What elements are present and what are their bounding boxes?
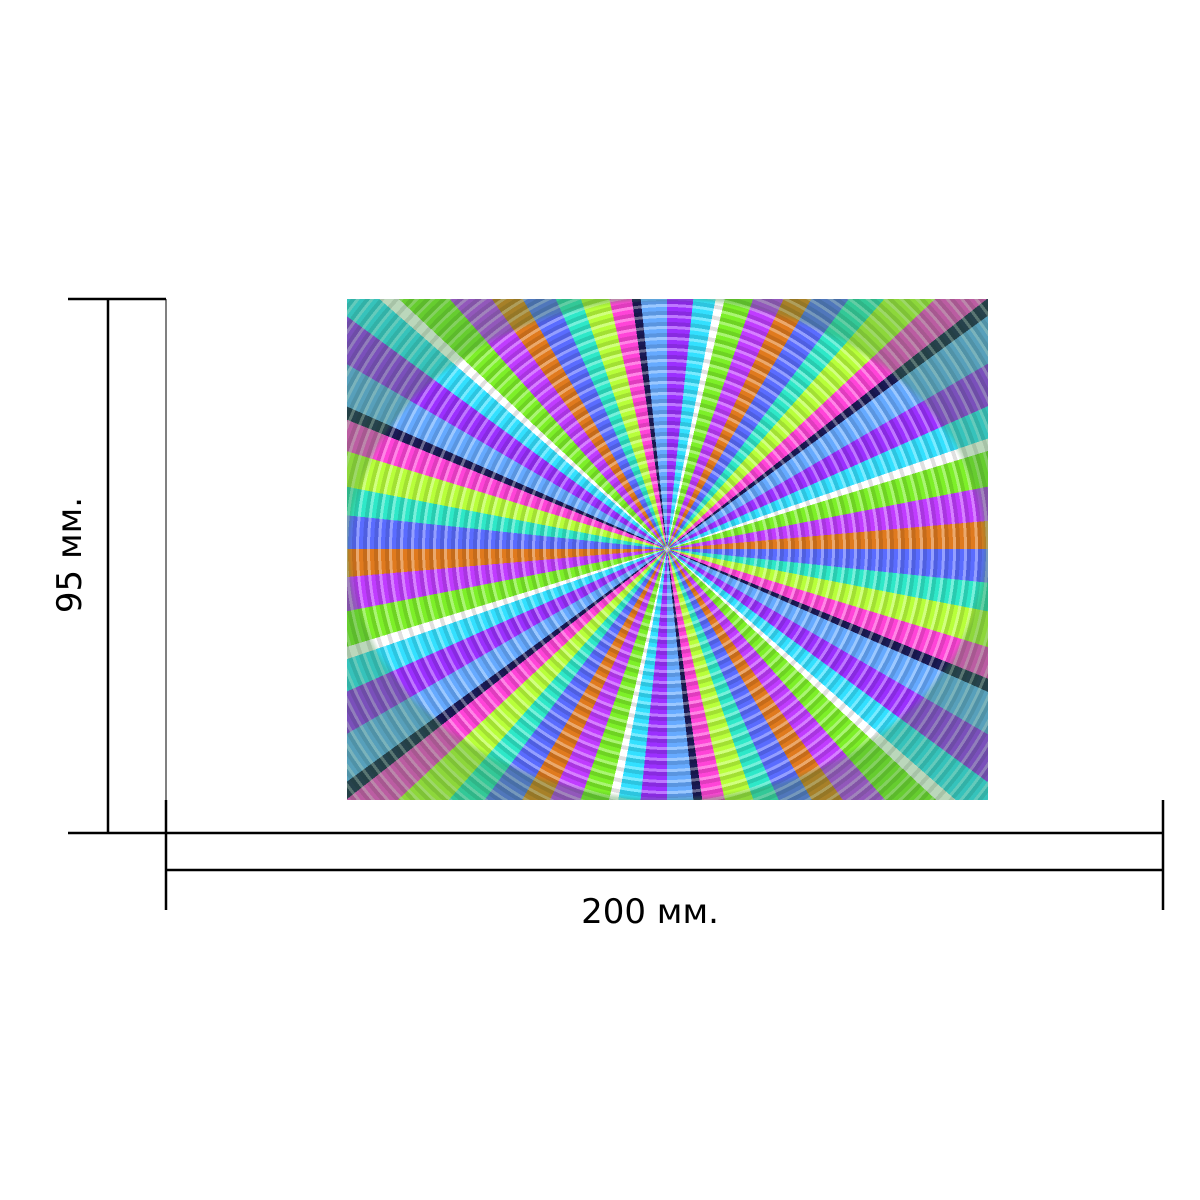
height-label: 95 мм.	[50, 496, 90, 614]
width-label: 200 мм.	[581, 892, 719, 932]
product-image	[347, 299, 988, 800]
